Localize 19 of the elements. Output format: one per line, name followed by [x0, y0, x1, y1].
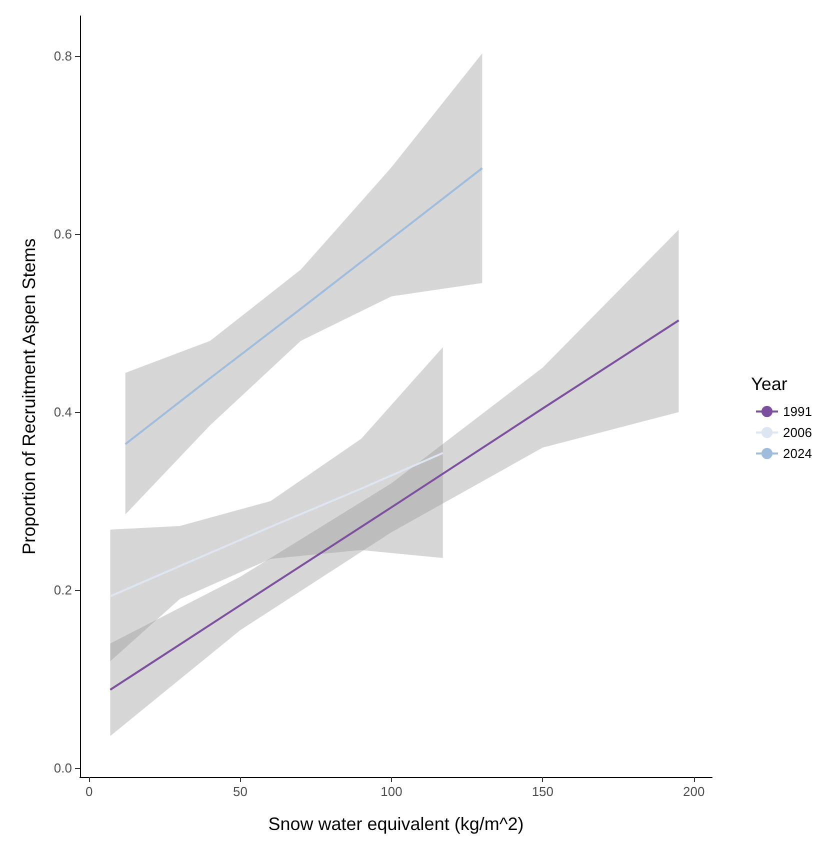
x-tick-label: 150: [532, 784, 554, 799]
x-tick-label: 0: [85, 784, 93, 799]
line-series: [109, 452, 444, 598]
line-series: [124, 167, 484, 446]
legend-title: Year: [751, 374, 788, 394]
x-tick-label: 100: [380, 784, 402, 799]
x-axis-title: Snow water equivalent (kg/m^2): [268, 814, 524, 834]
y-tick-label: 0.6: [54, 226, 72, 242]
x-tick-label: 50: [233, 784, 248, 799]
y-axis-title: Proportion of Recruitment Aspen Stems: [19, 238, 39, 555]
legend-label: 2024: [783, 446, 812, 461]
legend-label: 1991: [783, 404, 812, 419]
y-tick-label: 0.4: [54, 404, 72, 420]
line-series: [109, 319, 680, 691]
y-tick-label: 0.2: [54, 582, 72, 598]
y-tick-label: 0.8: [54, 48, 72, 64]
legend-label: 2006: [783, 425, 812, 440]
y-tick-label: 0.0: [54, 760, 72, 776]
x-tick-label: 200: [683, 784, 705, 799]
